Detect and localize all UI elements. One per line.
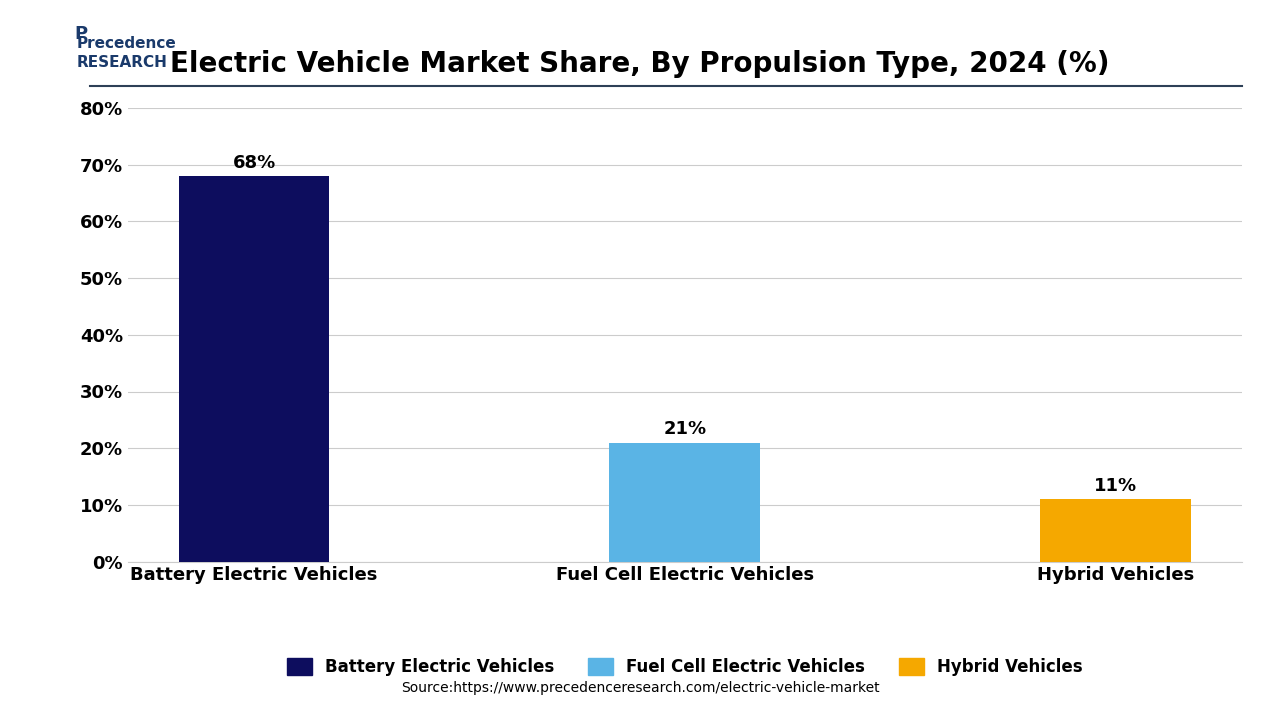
- Legend: Battery Electric Vehicles, Fuel Cell Electric Vehicles, Hybrid Vehicles: Battery Electric Vehicles, Fuel Cell Ele…: [280, 652, 1089, 683]
- Text: 68%: 68%: [233, 153, 275, 171]
- Text: P: P: [74, 25, 87, 43]
- Text: Electric Vehicle Market Share, By Propulsion Type, 2024 (%): Electric Vehicle Market Share, By Propul…: [170, 50, 1110, 78]
- Bar: [609, 443, 760, 562]
- Text: 21%: 21%: [663, 420, 707, 438]
- Text: Precedence
RESEARCH: Precedence RESEARCH: [77, 36, 177, 70]
- Bar: [1041, 499, 1190, 562]
- Text: Source:https://www.precedenceresearch.com/electric-vehicle-market: Source:https://www.precedenceresearch.co…: [401, 681, 879, 695]
- Bar: [179, 176, 329, 562]
- Text: 11%: 11%: [1094, 477, 1137, 495]
